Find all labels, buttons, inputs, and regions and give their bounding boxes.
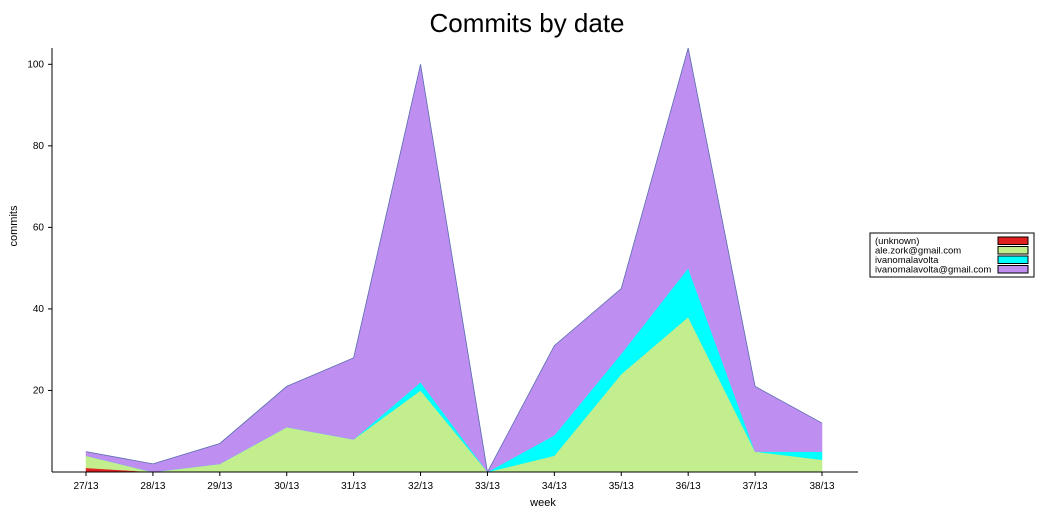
x-tick-label: 27/13 [73,481,98,492]
y-tick-label: 80 [33,141,45,152]
x-tick-label: 29/13 [207,481,232,492]
legend: (unknown)ale.zork@gmail.comivanomalavolt… [869,232,1035,278]
x-tick-label: 35/13 [609,481,634,492]
x-tick-label: 33/13 [475,481,500,492]
x-tick-label: 34/13 [542,481,567,492]
x-tick-label: 36/13 [676,481,701,492]
x-axis-label: week [529,497,556,509]
stack-top-line [85,47,823,474]
x-tick-label: 38/13 [809,481,834,492]
legend-label-ivanomalavolta-gmail-com: ivanomalavolta@gmail.com [875,265,991,276]
x-tick-label: 30/13 [274,481,299,492]
legend-swatch-ivanomalavolta-gmail-com [997,265,1029,274]
x-tick-label: 32/13 [408,481,433,492]
x-tick-label: 31/13 [341,481,366,492]
legend-swatch-ivanomalavolta [997,255,1029,264]
legend-label-ivanomalavolta: ivanomalavolta [875,255,939,266]
legend-swatch-ale-zork-gmail-com [997,246,1029,255]
chart-title: Commits by date [429,8,624,38]
x-tick-label: 28/13 [140,481,165,492]
x-tick-label: 37/13 [743,481,768,492]
legend-label-ale-zork-gmail-com: ale.zork@gmail.com [875,246,961,257]
y-tick-label: 40 [33,304,45,315]
y-tick-label: 60 [33,222,45,233]
area-series-group [85,47,823,474]
y-axis-label: commits [8,205,20,246]
legend-swatch-unknown [997,236,1029,245]
axes-group: 20 40 60 80 100 27/13 28/13 29/13 30/13 31/13 32/1… [27,48,858,492]
legend-label-unknown: (unknown) [875,236,919,247]
y-tick-label: 20 [33,385,45,396]
y-tick-label: 100 [27,59,44,70]
